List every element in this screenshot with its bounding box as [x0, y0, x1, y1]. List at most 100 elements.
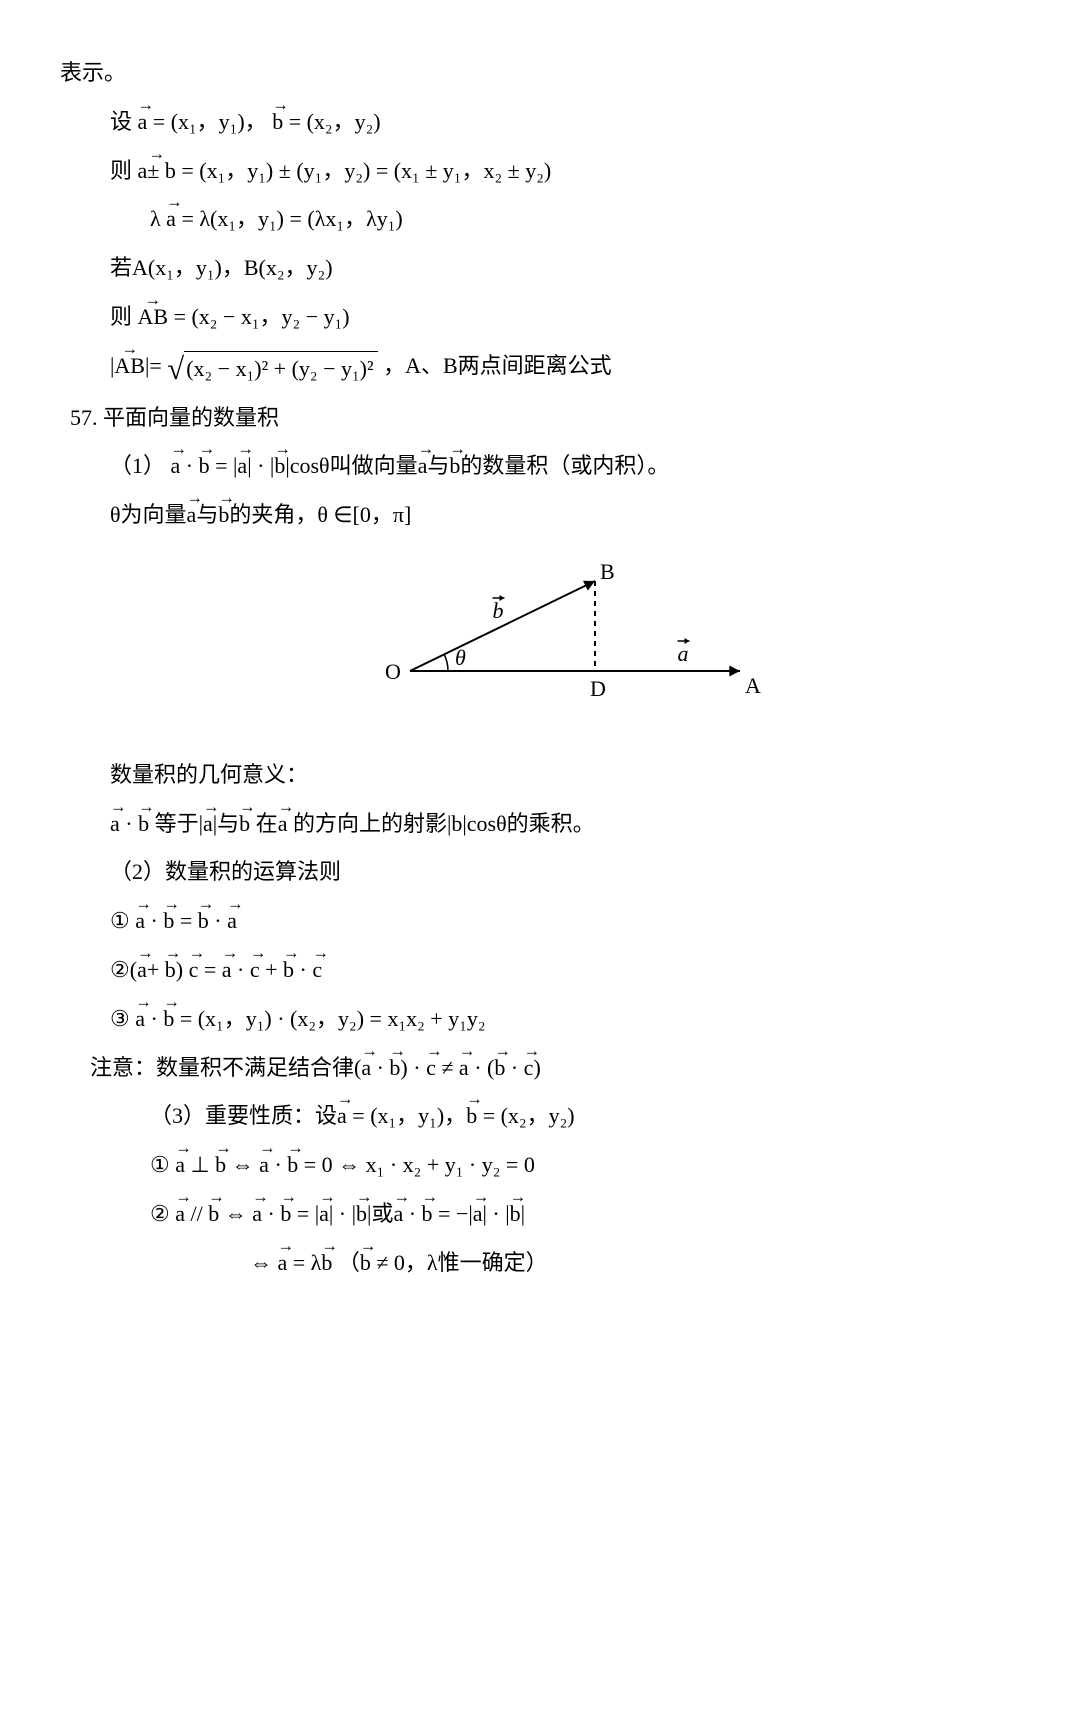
vec-a: a — [237, 451, 247, 482]
vec-apm-b: a± b — [138, 156, 176, 187]
txt: = (x₂，y₂) — [289, 109, 381, 134]
eq-lambda-a: λ a = λ(x₁，y₁) = (λx₁，λy₁) — [150, 204, 1030, 235]
eq-vec-AB: 则 AB = (x₂ − x₁，y₂ − y₁) — [110, 302, 1030, 333]
txt: = −| — [433, 1201, 473, 1226]
txt: = | — [215, 453, 237, 478]
part1-theta: θ为向量a与b的夹角，θ ∈[0，π] — [110, 500, 1030, 531]
txt: 的夹角，θ ∈[0，π] — [229, 502, 411, 527]
vec-c: c — [524, 1053, 534, 1084]
vec-a: a — [175, 1150, 185, 1181]
note-assoc: 注意：数量积不满足结合律(a · b) · c ≠ a · (b · c) — [90, 1053, 1030, 1084]
num: ② — [110, 957, 130, 982]
vec-a: a — [259, 1150, 269, 1181]
vec-a: a — [361, 1053, 371, 1084]
num: ① — [110, 908, 130, 933]
svg-text:θ: θ — [455, 645, 466, 670]
vec-b: b — [283, 955, 294, 986]
vec-b: b — [449, 451, 460, 482]
vec-b: b — [389, 1053, 400, 1084]
vec-b: b — [466, 1101, 477, 1132]
part3-rule2b: ⇔ a = λb （b ≠ 0，λ惟一确定） — [250, 1248, 1030, 1279]
vec-a: a — [278, 809, 288, 840]
header-text: 表示。 — [60, 58, 1030, 89]
num: ① — [150, 1152, 170, 1177]
vec-a: a — [171, 451, 181, 482]
sqrt: √ (x₂ − x₁)² + (y₂ − y₁)² — [167, 351, 377, 385]
section-num: 57. — [70, 405, 98, 430]
vec-b: b — [215, 1150, 226, 1181]
vec-a: a — [319, 1199, 329, 1230]
vec-b: b — [356, 1199, 367, 1230]
vec-b: b — [138, 809, 149, 840]
vec-b: b — [287, 1150, 298, 1181]
part3-label: （3）重要性质：设a = (x₁，y₁)，b = (x₂，y₂) — [150, 1101, 1030, 1132]
vector-angle-diagram: OBADθba — [50, 561, 1030, 730]
txt: = λ(x₁，y₁) = (λx₁，λy₁) — [181, 206, 402, 231]
svg-text:b: b — [493, 598, 504, 623]
vec-AB: AB — [138, 302, 169, 333]
vec-b: b — [165, 955, 176, 986]
vec-b: b — [272, 107, 283, 138]
vec-AB: AB — [114, 351, 145, 382]
vec-a: a — [138, 107, 148, 138]
vec-a: a — [187, 500, 197, 531]
part2-rule3: ③ a · b = (x₁，y₁) · (x₂，y₂) = x₁x₂ + y₁y… — [110, 1004, 1030, 1035]
part1-def: （1） a · b = |a| · |b|cosθ叫做向量a与b的数量积（或内积… — [110, 451, 1030, 482]
txt: ( — [130, 957, 137, 982]
txt: λ — [150, 206, 161, 231]
txt: ⇔ — [250, 1250, 278, 1275]
vec-b: b — [208, 1199, 219, 1230]
txt: = (x₂，y₂) — [477, 1103, 574, 1128]
eq-distance: |AB|= √ (x₂ − x₁)² + (y₂ − y₁)² ，A、B两点间距… — [110, 351, 1030, 385]
vec-a: a — [110, 809, 120, 840]
vec-b: b — [274, 451, 285, 482]
vec-a: a — [393, 1199, 403, 1230]
txt: 则 — [110, 304, 132, 329]
num: ③ — [110, 1006, 130, 1031]
vec-a: a — [278, 1248, 288, 1279]
vec-a: a — [473, 1199, 483, 1230]
vec-b: b — [321, 1248, 332, 1279]
num: ② — [150, 1201, 170, 1226]
vec-a: a — [166, 204, 176, 235]
vec-c: c — [426, 1053, 436, 1084]
vec-a: a — [459, 1053, 469, 1084]
part2-rule2: ②(a+ b) c = a · c + b · c — [110, 955, 1030, 986]
eq-def-ab: 设 a = (x₁，y₁)， b = (x₂，y₂) — [110, 107, 1030, 138]
vec-c: c — [189, 955, 199, 986]
txt: （3）重要性质：设 — [150, 1103, 337, 1128]
vec-a: a — [252, 1199, 262, 1230]
txt: = 0 ⇔ x₁ · x₂ + y₁ · y₂ = 0 — [298, 1152, 535, 1177]
section-heading: 57. 平面向量的数量积 — [70, 403, 1030, 434]
txt: 注意：数量积不满足结合律( — [90, 1055, 361, 1080]
txt: |= — [145, 353, 167, 378]
txt: = (x₁，y₁)， — [347, 1103, 466, 1128]
txt: = (x₁，y₁)， — [153, 109, 267, 134]
vec-a: a — [135, 906, 145, 937]
txt: ，A、B两点间距离公式 — [383, 353, 612, 378]
svg-text:B: B — [600, 561, 615, 584]
vec-b: b — [510, 1199, 521, 1230]
part2-label: （2）数量积的运算法则 — [110, 857, 1030, 888]
sqrt-symbol: √ — [167, 354, 184, 385]
svg-text:a: a — [678, 641, 689, 666]
svg-text:D: D — [590, 676, 606, 701]
section-title: 平面向量的数量积 — [103, 405, 279, 430]
vec-b: b — [199, 451, 210, 482]
txt: 设 — [110, 109, 132, 134]
svg-text:A: A — [745, 673, 761, 698]
part3-rule2: ② a // b ⇔ a · b = |a| · |b|或a · b = −|a… — [150, 1199, 1030, 1230]
vec-b: b — [360, 1248, 371, 1279]
txt: = (x₁，y₁) · (x₂，y₂) = x₁x₂ + y₁y₂ — [180, 1006, 486, 1031]
vec-a: a — [137, 955, 147, 986]
txt: θ为向量 — [110, 502, 187, 527]
vec-b: b — [239, 809, 250, 840]
vec-b: b — [422, 1199, 433, 1230]
vec-b: b — [494, 1053, 505, 1084]
vec-b: b — [163, 906, 174, 937]
vec-a: a — [135, 1004, 145, 1035]
label: （1） — [110, 453, 165, 478]
part2-rule1: ① a · b = b · a — [110, 906, 1030, 937]
vec-a: a — [418, 451, 428, 482]
eq-apm-b: 则 a± b = (x₁，y₁) ± (y₁，y₂) = (x₁ ± y₁，x₂… — [110, 156, 1030, 187]
